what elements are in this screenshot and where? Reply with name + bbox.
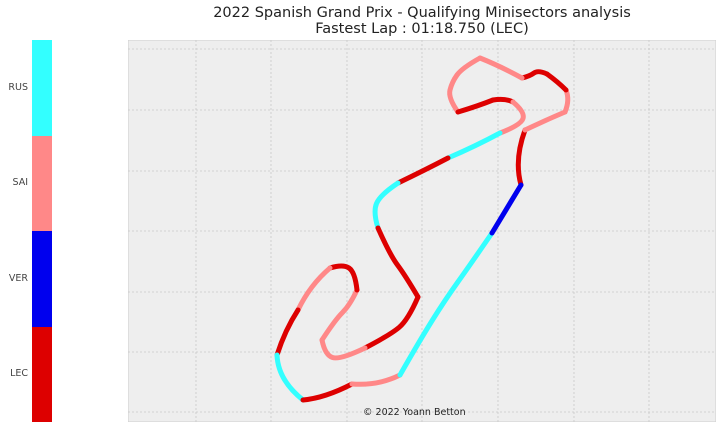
track-segment-20-rus	[274, 352, 306, 403]
track-segment-17-lec	[327, 263, 360, 293]
colorbar-label-lec: LEC	[10, 368, 28, 380]
track-segment-16-sai	[319, 287, 360, 343]
track-segment-2-sai	[562, 87, 571, 115]
track-segment-14-lec	[362, 294, 421, 351]
colorbar-block-lec	[32, 326, 52, 422]
driver-colorbar: RUS SAI VER LEC	[0, 40, 60, 422]
colorbar-block-ver	[32, 231, 52, 327]
track-segment-21-lec	[300, 381, 355, 403]
track-plot: © 2022 Yoann Betton	[128, 40, 716, 422]
track-segment-24-ver	[489, 182, 524, 236]
track-segment-19-lec	[274, 307, 301, 358]
credit-text: © 2022 Yoann Betton	[363, 407, 466, 418]
track-segment-8-lec	[490, 96, 516, 105]
chart-title: 2022 Spanish Grand Prix - Qualifying Min…	[213, 5, 631, 21]
colorbar-label-rus: RUS	[8, 81, 28, 93]
colorbar-label-ver: VER	[8, 272, 28, 284]
track-segment-0-lec	[515, 127, 528, 188]
track-map	[274, 55, 571, 403]
colorbar-label-sai: SAI	[12, 177, 28, 189]
track-segment-23-rus	[397, 230, 495, 378]
track-segment-11-lec	[395, 155, 451, 186]
track-segment-7-lec	[455, 97, 496, 115]
track-segment-9-sai	[497, 99, 526, 136]
chart-subtitle: Fastest Lap : 01:18.750 (LEC)	[315, 21, 529, 37]
track-segment-5-sai	[477, 55, 525, 81]
track-segment-13-lec	[375, 225, 421, 300]
colorbar-block-sai	[32, 135, 52, 231]
track-segment-4-lec	[519, 69, 550, 81]
track-segment-10-rus	[445, 130, 503, 161]
track-segment-22-sai	[349, 372, 403, 387]
track-segment-1-sai	[522, 109, 568, 133]
track-segment-12-rus	[372, 180, 401, 231]
track-segment-18-sai	[295, 265, 333, 313]
track-segment-15-sai	[319, 337, 368, 361]
track-segment-6-sai	[447, 55, 483, 115]
colorbar-block-rus	[32, 40, 52, 136]
